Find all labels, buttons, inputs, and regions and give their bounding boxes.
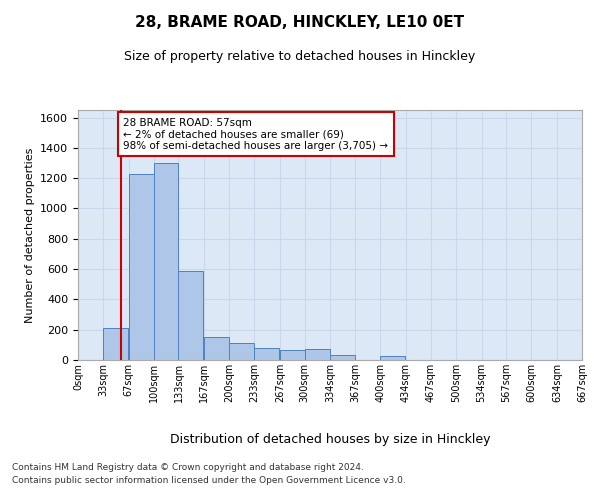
Text: 28, BRAME ROAD, HINCKLEY, LE10 0ET: 28, BRAME ROAD, HINCKLEY, LE10 0ET: [136, 15, 464, 30]
Bar: [254, 348, 279, 360]
Bar: [380, 356, 405, 360]
Bar: [229, 344, 254, 360]
Bar: [178, 270, 203, 360]
Text: Distribution of detached houses by size in Hinckley: Distribution of detached houses by size …: [170, 432, 490, 446]
Bar: [331, 354, 355, 360]
Bar: [280, 350, 305, 360]
Bar: [204, 336, 229, 360]
Text: Size of property relative to detached houses in Hinckley: Size of property relative to detached ho…: [124, 50, 476, 63]
Bar: [305, 350, 329, 360]
Bar: [154, 163, 178, 360]
Text: Contains public sector information licensed under the Open Government Licence v3: Contains public sector information licen…: [12, 476, 406, 485]
Bar: [103, 328, 128, 360]
Bar: [128, 174, 154, 360]
Text: 28 BRAME ROAD: 57sqm
← 2% of detached houses are smaller (69)
98% of semi-detach: 28 BRAME ROAD: 57sqm ← 2% of detached ho…: [124, 118, 388, 151]
Text: Contains HM Land Registry data © Crown copyright and database right 2024.: Contains HM Land Registry data © Crown c…: [12, 464, 364, 472]
Y-axis label: Number of detached properties: Number of detached properties: [25, 148, 35, 322]
